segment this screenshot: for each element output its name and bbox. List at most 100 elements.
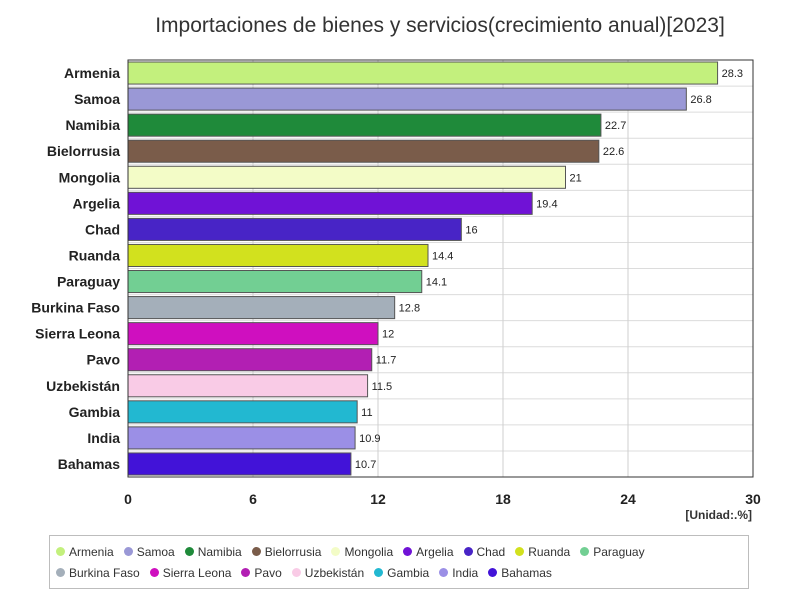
data-label: 19.4 [536, 198, 557, 210]
data-label: 12.8 [399, 303, 420, 315]
legend-item: India [439, 562, 478, 583]
legend-item: Mongolia [331, 541, 393, 562]
category-label: Mongolia [59, 169, 121, 185]
legend-swatch [241, 568, 251, 577]
legend-item: Paraguay [580, 541, 645, 562]
x-tick-label: 18 [495, 491, 511, 507]
legend: Armenia Samoa Namibia Bielorrusia Mongolia Ar… [49, 535, 749, 589]
data-label: 12 [382, 329, 394, 341]
legend-label: Argelia [416, 544, 454, 559]
legend-item: Bielorrusia [251, 541, 322, 562]
data-label: 10.9 [359, 433, 380, 445]
legend-label: India [452, 565, 479, 580]
bar [127, 113, 602, 137]
legend-label: Chad [476, 544, 506, 559]
data-label: 10.7 [355, 459, 376, 471]
legend-label: Burkina Faso [69, 565, 140, 580]
legend-swatch [331, 547, 341, 556]
legend-swatch [439, 568, 449, 577]
legend-item: Bahamas [488, 562, 552, 583]
legend-swatch [463, 547, 473, 556]
data-label: 11.7 [376, 355, 397, 367]
legend-item: Armenia [56, 541, 114, 562]
bar [127, 217, 462, 241]
category-label: Bahamas [58, 456, 120, 472]
bar [127, 296, 396, 320]
legend-swatch [291, 568, 301, 577]
legend-label: Bahamas [501, 565, 552, 580]
legend-item: Uzbekistán [291, 562, 365, 583]
legend-label: Gambia [387, 565, 430, 580]
plot-border [127, 59, 754, 478]
bar [127, 243, 429, 267]
legend-label: Ruanda [528, 544, 571, 559]
data-label: 22.6 [603, 146, 624, 158]
legend-label: Uzbekistán [304, 565, 365, 580]
bar [127, 139, 600, 163]
legend-item: Namibia [184, 541, 242, 562]
legend-swatch [374, 568, 384, 577]
data-label: 26.8 [690, 94, 711, 106]
bar [127, 165, 566, 189]
category-label: Bielorrusia [47, 143, 120, 159]
bar [127, 374, 369, 398]
bar [127, 61, 719, 85]
chart-title: Importaciones de bienes y servicios(crec… [155, 14, 725, 37]
category-label: Argelia [73, 195, 121, 211]
category-label: Paraguay [57, 274, 120, 290]
legend-swatch [184, 547, 194, 556]
data-label: 16 [465, 224, 477, 236]
legend-item: Pavo [241, 562, 282, 583]
legend-label: Armenia [69, 544, 114, 559]
legend-swatch [488, 568, 498, 577]
legend-label: Namibia [197, 544, 242, 559]
legend-swatch [123, 547, 133, 556]
legend-swatch [251, 547, 261, 556]
category-label: Samoa [74, 91, 120, 107]
legend-label: Pavo [254, 565, 282, 580]
legend-item: Gambia [374, 562, 429, 583]
legend-item: Samoa [123, 541, 175, 562]
legend-swatch [515, 547, 525, 556]
legend-label: Paraguay [593, 544, 645, 559]
legend-swatch [580, 547, 590, 556]
category-label: Burkina Faso [31, 300, 120, 316]
x-tick-label: 6 [249, 491, 257, 507]
category-label: Chad [85, 221, 120, 237]
legend-swatch [403, 547, 413, 556]
bar [127, 400, 358, 424]
bar [127, 270, 423, 294]
data-label: 11.5 [372, 381, 393, 393]
legend-label: Samoa [136, 544, 175, 559]
legend-swatch [56, 547, 65, 556]
legend-item: Sierra Leona [149, 562, 232, 583]
legend-label: Mongolia [344, 544, 394, 559]
legend-item: Ruanda [515, 541, 570, 562]
bar [127, 322, 379, 346]
bar [127, 452, 352, 476]
legend-item: Chad [463, 541, 506, 562]
category-label: Gambia [69, 404, 121, 420]
data-label: 14.1 [426, 277, 447, 289]
x-tick-label: 0 [124, 491, 132, 507]
x-tick-label: 24 [620, 491, 636, 507]
legend-swatch [149, 568, 159, 577]
data-label: 11 [361, 407, 372, 419]
data-label: 22.7 [605, 120, 626, 132]
legend-label: Sierra Leona [162, 565, 232, 580]
bar [127, 426, 356, 450]
bar [127, 191, 533, 215]
legend-item: Argelia [403, 541, 454, 562]
category-label: Ruanda [69, 247, 121, 263]
unit-label: [Unidad:.%] [685, 508, 752, 522]
x-tick-label: 30 [745, 491, 761, 507]
category-label: Namibia [66, 117, 121, 133]
category-label: India [87, 430, 120, 446]
data-label: 21 [570, 172, 582, 184]
category-label: Pavo [87, 352, 120, 368]
data-label: 14.4 [432, 250, 453, 262]
bar [127, 87, 687, 111]
legend-swatch [56, 568, 65, 577]
legend-label: Bielorrusia [264, 544, 322, 559]
